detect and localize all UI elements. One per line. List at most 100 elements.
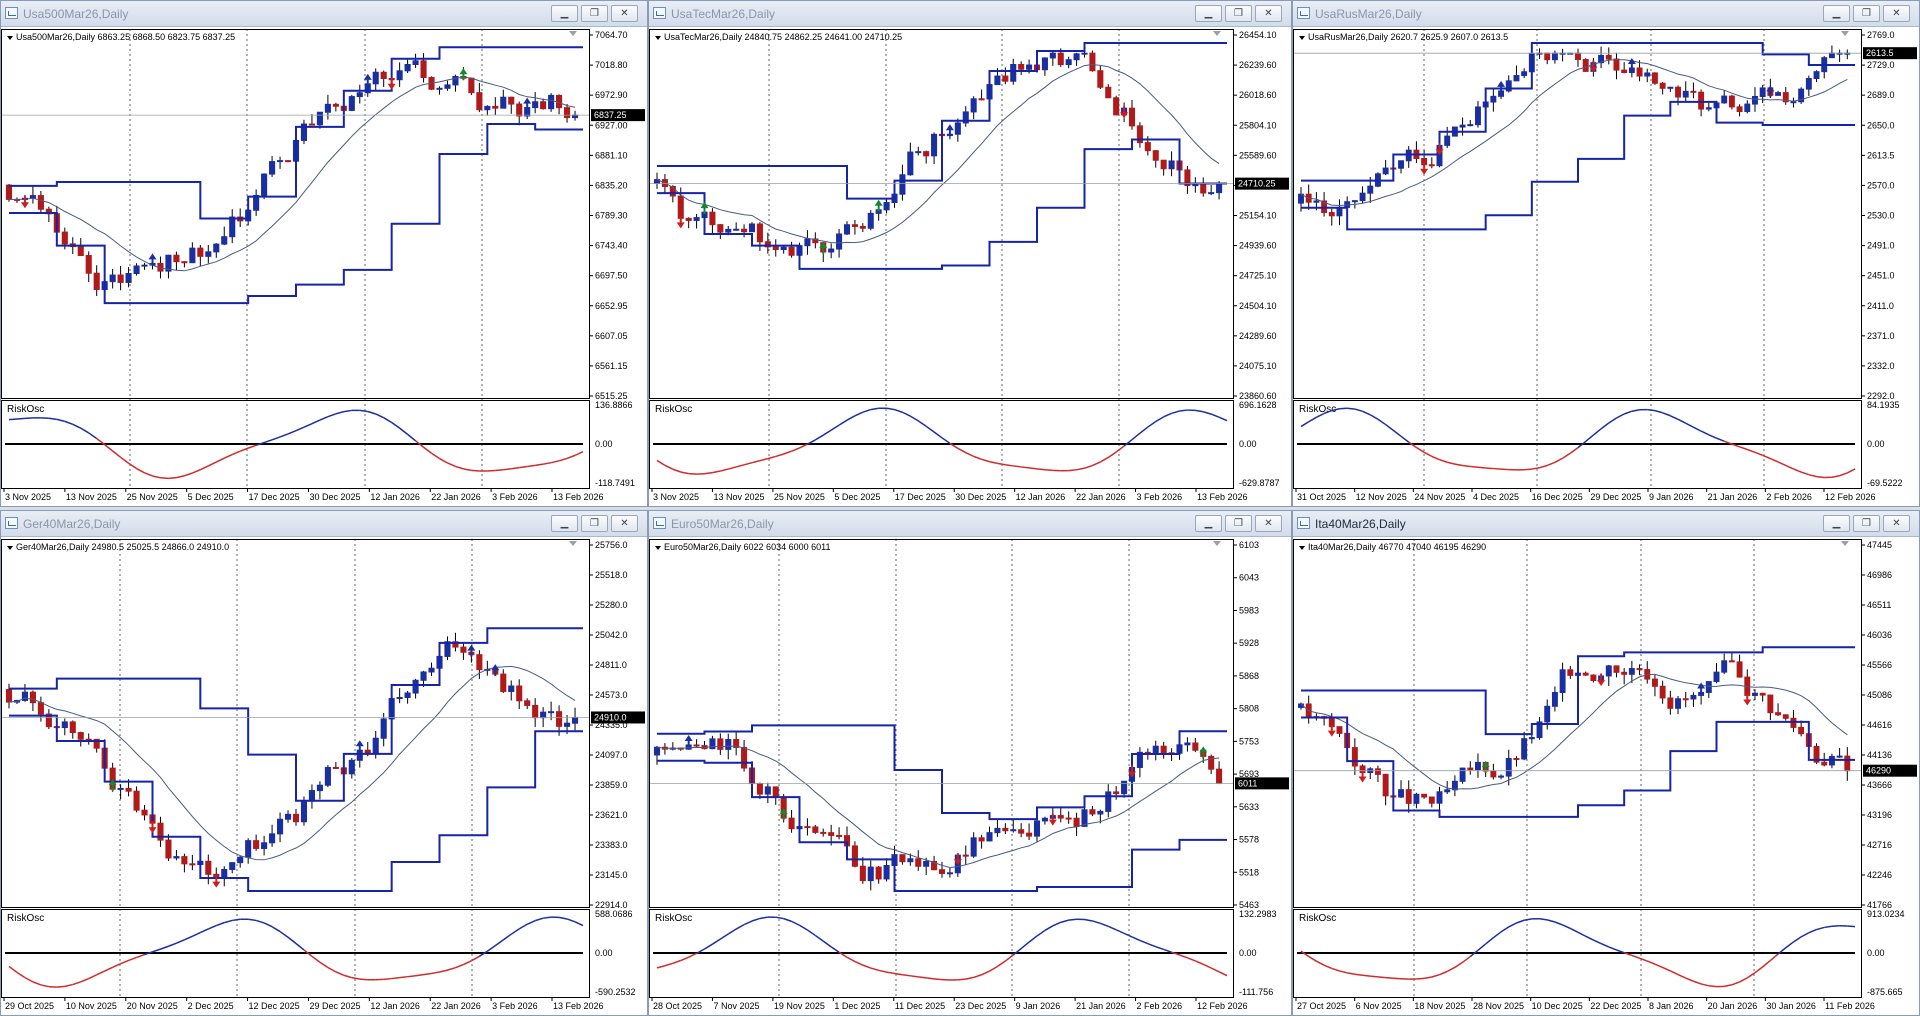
window-titlebar[interactable]: UsaRusMar26,Daily ▁ ❐ ✕ xyxy=(1293,1,1919,27)
price-chart-area[interactable]: 47445 46986 46511 46036 45566 45086 44616 44136… xyxy=(1293,537,1919,1015)
restore-icon[interactable]: ❐ xyxy=(1853,515,1880,532)
close-icon[interactable]: ✕ xyxy=(611,515,638,532)
price-scale-label: 5633 xyxy=(1239,802,1259,812)
oscillator-segment xyxy=(814,934,824,942)
oscillator-segment xyxy=(96,437,106,446)
oscillator-segment xyxy=(8,965,18,974)
minimize-icon[interactable]: ▁ xyxy=(551,5,578,22)
window-titlebar[interactable]: Usa500Mar26,Daily ▁ ❐ ✕ xyxy=(1,1,647,27)
oscillator-line xyxy=(1300,917,1856,988)
oscillator-segment xyxy=(319,416,329,421)
window-titlebar[interactable]: Euro50Mar26,Daily ▁ ❐ ✕ xyxy=(649,511,1291,537)
restore-icon[interactable]: ❐ xyxy=(1225,515,1252,532)
close-icon[interactable]: ✕ xyxy=(1883,515,1910,532)
candle-body xyxy=(1192,742,1199,751)
oscillator-segment xyxy=(1139,426,1149,434)
candle-body xyxy=(1582,672,1589,676)
chevron-down-icon xyxy=(7,36,13,40)
oscillator-segment xyxy=(399,427,409,435)
price-scale-label: 46036 xyxy=(1867,630,1892,640)
oscillator-segment xyxy=(1654,963,1663,969)
candle-body xyxy=(316,784,323,792)
restore-icon[interactable]: ❐ xyxy=(1225,5,1252,22)
candle-body xyxy=(1752,692,1758,696)
candle-body xyxy=(5,688,13,703)
close-icon[interactable]: ✕ xyxy=(1883,5,1910,22)
minimize-icon[interactable]: ▁ xyxy=(1823,515,1850,532)
window-titlebar[interactable]: Ger40Mar26,Daily ▁ ❐ ✕ xyxy=(1,511,647,537)
oscillator-segment xyxy=(502,933,512,941)
candle-body xyxy=(125,787,132,792)
candle-body xyxy=(1113,791,1120,795)
buy-signal-arrow xyxy=(148,253,157,260)
oscillator-scale-label: -629.8787 xyxy=(1239,478,1280,488)
oscillator-pane-frame xyxy=(1,909,590,998)
price-scale-label: 47445 xyxy=(1867,540,1892,550)
oscillator-segment xyxy=(783,917,792,923)
oscillator-scale-label: 0.00 xyxy=(1239,439,1257,449)
chart-window-usatec[interactable]: UsaTecMar26,Daily ▁ ❐ ✕ 26454.10 26239.60 2601… xyxy=(648,0,1292,507)
price-chart-area[interactable]: 26454.10 26239.60 26018.60 25804.10 25589.60… xyxy=(649,27,1291,506)
candle-body xyxy=(516,685,523,702)
close-icon[interactable]: ✕ xyxy=(1255,515,1282,532)
date-axis-label: 20 Nov 2025 xyxy=(127,1001,178,1011)
oscillator-segment xyxy=(1107,451,1117,459)
candle-body xyxy=(1057,52,1064,66)
candle-body xyxy=(1081,52,1088,55)
signal-arrows xyxy=(676,106,1129,254)
candle-body xyxy=(748,223,756,233)
price-chart-area[interactable]: 7064.70 7018.80 6972.90 6927.00 6881.10 6835.… xyxy=(1,27,647,506)
candle-body xyxy=(532,101,539,109)
candle-body xyxy=(1705,107,1712,110)
chart-window-ger40[interactable]: Ger40Mar26,Daily ▁ ❐ ✕ 25756.0 25518.0 25280.0… xyxy=(0,510,648,1016)
candle-body xyxy=(1782,714,1789,719)
price-chart-area[interactable]: 2769.0 2729.0 2689.0 2650.0 2613.5 2570.0 2530… xyxy=(1293,27,1919,506)
date-axis-label: 7 Nov 2025 xyxy=(713,1001,759,1011)
candle-body xyxy=(1682,698,1689,701)
price-chart-area[interactable]: 25756.0 25518.0 25280.0 25042.0 24811.0 24573… xyxy=(1,537,647,1015)
candle-body xyxy=(653,179,661,184)
buy-signal-arrow xyxy=(108,779,117,786)
oscillator-segment xyxy=(996,960,1006,968)
oscillator-segment xyxy=(1123,439,1133,447)
oscillator-segment xyxy=(1044,468,1053,472)
price-chart-area[interactable]: 6103 6043 5983 5928 5868 5808 5753 5693 5633 5578… xyxy=(649,537,1291,1015)
close-icon[interactable]: ✕ xyxy=(611,5,638,22)
chart-window-usarus[interactable]: UsaRusMar26,Daily ▁ ❐ ✕ 2769.0 2729.0 2689.0 26… xyxy=(1292,0,1920,507)
close-icon[interactable]: ✕ xyxy=(1255,5,1282,22)
minimize-icon[interactable]: ▁ xyxy=(1195,5,1222,22)
channel-lower-line xyxy=(9,714,583,892)
date-axis-label: 12 Nov 2025 xyxy=(1356,492,1407,502)
candle-body xyxy=(1313,200,1320,203)
candle-body xyxy=(1559,669,1566,694)
restore-icon[interactable]: ❐ xyxy=(581,5,608,22)
candle-body xyxy=(277,160,284,163)
candle-body xyxy=(994,75,1001,86)
price-scale-label: 5808 xyxy=(1239,704,1259,714)
chart-window-usa500[interactable]: Usa500Mar26,Daily ▁ ❐ ✕ 7064.70 7018.80 6972.9… xyxy=(0,0,648,507)
chart-window-ita40[interactable]: Ita40Mar26,Daily ▁ ❐ ✕ 47445 46986 46511 46036 4… xyxy=(1292,510,1920,1016)
oscillator-segment xyxy=(1708,434,1717,439)
candle-body xyxy=(1782,92,1789,103)
candle-body xyxy=(1144,142,1151,152)
restore-icon[interactable]: ❐ xyxy=(1853,5,1880,22)
price-scale-label: 25589.60 xyxy=(1239,150,1277,160)
date-axis-label: 11 Dec 2025 xyxy=(895,1001,945,1011)
candle-body xyxy=(693,744,700,747)
window-titlebar[interactable]: UsaTecMar26,Daily ▁ ❐ ✕ xyxy=(649,1,1291,27)
oscillator-segment xyxy=(1370,975,1379,978)
price-scale-label: 23859.0 xyxy=(595,780,628,790)
candle-body xyxy=(404,692,411,698)
candle-body xyxy=(556,711,563,727)
buy-signal-arrow xyxy=(459,68,468,75)
window-titlebar[interactable]: Ita40Mar26,Daily ▁ ❐ ✕ xyxy=(1293,511,1919,537)
minimize-icon[interactable]: ▁ xyxy=(1823,5,1850,22)
chart-window-euro50[interactable]: Euro50Mar26,Daily ▁ ❐ ✕ 6103 6043 5983 5928 5868… xyxy=(648,510,1292,1016)
channel-upper-line xyxy=(1301,646,1855,736)
restore-icon[interactable]: ❐ xyxy=(581,515,608,532)
minimize-icon[interactable]: ▁ xyxy=(551,515,578,532)
candle-body xyxy=(165,839,172,859)
sell-signal-arrow xyxy=(212,881,221,888)
minimize-icon[interactable]: ▁ xyxy=(1195,515,1222,532)
